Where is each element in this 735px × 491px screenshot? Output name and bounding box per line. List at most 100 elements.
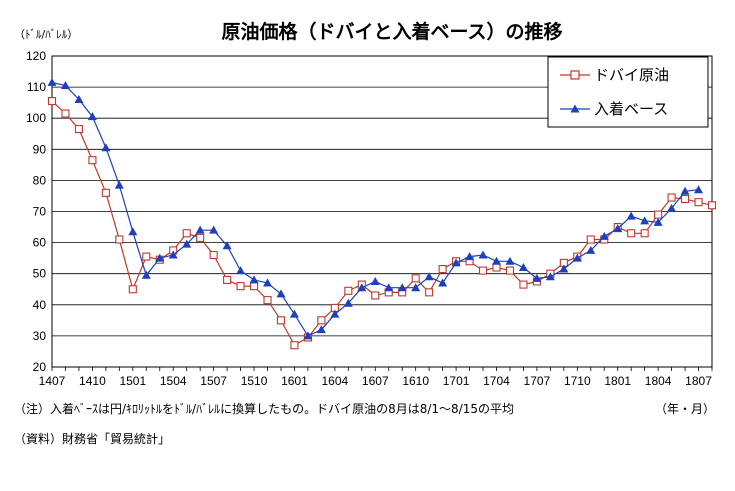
data-point — [114, 180, 124, 189]
data-point — [209, 225, 219, 234]
data-point — [101, 188, 110, 197]
x-tick-label: 1601 — [281, 374, 308, 388]
data-point — [222, 241, 232, 250]
x-tick-label: 1710 — [564, 374, 591, 388]
data-point — [640, 216, 650, 225]
x-tick-label: 1707 — [524, 374, 551, 388]
data-point — [60, 81, 70, 90]
x-tick-label: 1607 — [362, 374, 389, 388]
data-point — [168, 250, 178, 259]
y-tick-label: 20 — [33, 360, 47, 374]
legend-marker-arrival — [570, 104, 580, 113]
y-tick-label: 40 — [33, 298, 47, 312]
data-point — [88, 156, 97, 165]
data-point — [316, 325, 326, 334]
data-point — [330, 309, 340, 318]
y-tick-label: 100 — [26, 111, 46, 125]
x-tick-label: 1501 — [119, 374, 146, 388]
y-tick-label: 110 — [27, 80, 46, 94]
data-point — [196, 233, 205, 242]
series-layer — [47, 77, 717, 350]
x-tick-label: 1507 — [200, 374, 227, 388]
y-tick-label: 30 — [33, 329, 47, 343]
y-axis-ticks: 20 30 40 50 60 70 80 90 100 110 120 — [26, 49, 46, 374]
data-point — [505, 266, 515, 275]
data-point — [505, 256, 515, 265]
x-tick-label: 1610 — [402, 374, 429, 388]
data-point — [249, 275, 259, 284]
data-point — [101, 143, 111, 152]
data-point — [276, 289, 286, 298]
data-point — [47, 77, 57, 86]
data-point — [680, 186, 690, 195]
data-point — [694, 198, 703, 207]
data-point — [694, 185, 704, 194]
data-point — [653, 217, 663, 226]
data-point — [707, 201, 717, 210]
data-point — [411, 274, 420, 283]
data-point — [370, 276, 380, 285]
plot-frame — [51, 55, 713, 368]
legend-label-dubai: ドバイ原油 — [594, 66, 669, 84]
data-point — [263, 296, 272, 305]
series-dubai — [47, 97, 717, 350]
y-tick-label: 60 — [33, 236, 47, 250]
footnote: （注）入着ﾍﾞｰｽは円/ｷﾛﾘｯﾄﾙをﾄﾞﾙ/ﾊﾞﾚﾙに換算したもの。ドバイ原油… — [14, 401, 514, 416]
data-point — [478, 266, 488, 275]
data-point — [681, 195, 690, 204]
data-point — [384, 283, 394, 292]
data-point — [47, 97, 57, 106]
data-point — [303, 331, 313, 340]
x-tick-label: 1604 — [322, 374, 349, 388]
x-axis-unit: （年・月） — [655, 402, 715, 416]
data-point — [61, 109, 70, 118]
data-point — [572, 253, 582, 262]
series-line — [51, 100, 713, 347]
x-tick-label: 1801 — [604, 374, 631, 388]
data-point — [236, 282, 245, 291]
data-point — [290, 341, 299, 350]
chart-title: 原油価格（ドバイと入着ベース）の推移 — [221, 20, 562, 43]
data-point — [654, 210, 663, 219]
x-tick-label: 1701 — [443, 374, 470, 388]
data-point — [586, 245, 596, 254]
source-note: （資料）財務省「貿易統計」 — [14, 431, 170, 446]
data-point — [627, 229, 636, 238]
legend-box — [547, 56, 709, 128]
y-tick-label: 120 — [26, 49, 46, 63]
x-tick-label: 1407 — [39, 374, 66, 388]
series-arrival — [47, 77, 704, 340]
y-tick-label: 50 — [33, 267, 47, 281]
data-point — [640, 229, 649, 238]
data-point — [545, 272, 555, 281]
data-point — [491, 256, 501, 265]
data-point — [289, 309, 299, 318]
x-axis-ticks: 1407 1410 1501 1504 1507 1510 1601 1604 1607 1610… — [39, 367, 713, 388]
data-point — [209, 250, 218, 260]
data-point — [667, 193, 676, 202]
y-tick-label: 80 — [33, 173, 47, 187]
data-point — [276, 316, 286, 325]
data-point — [115, 235, 124, 244]
data-point — [74, 125, 83, 134]
data-point — [492, 263, 501, 272]
x-tick-label: 1504 — [160, 374, 187, 388]
data-point — [317, 316, 326, 325]
data-point — [371, 291, 380, 300]
data-point — [357, 283, 367, 292]
data-point — [465, 252, 475, 261]
data-point — [249, 282, 259, 291]
data-point — [182, 229, 191, 238]
data-point — [411, 283, 421, 292]
data-point — [451, 258, 461, 267]
data-point — [478, 250, 488, 259]
data-point — [128, 227, 138, 236]
data-point — [141, 270, 151, 279]
data-point — [425, 288, 434, 297]
x-tick-label: 1807 — [685, 374, 712, 388]
legend-marker-dubai — [570, 70, 580, 80]
data-point — [424, 272, 434, 281]
data-point — [559, 264, 569, 273]
data-point — [626, 211, 636, 220]
